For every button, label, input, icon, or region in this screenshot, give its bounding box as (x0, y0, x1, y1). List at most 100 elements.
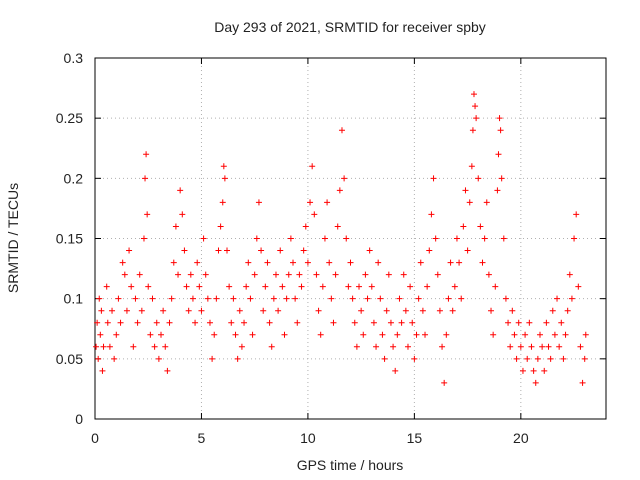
data-point (568, 295, 575, 302)
data-point (370, 319, 377, 326)
data-point (413, 331, 420, 338)
data-point (185, 307, 192, 314)
x-tick-label: 10 (300, 430, 316, 446)
data-point (409, 319, 416, 326)
data-point (526, 319, 533, 326)
data-point (332, 271, 339, 278)
data-point (219, 199, 226, 206)
data-point (321, 235, 328, 242)
data-point (95, 355, 102, 362)
data-point (336, 187, 343, 194)
data-point (470, 91, 477, 98)
data-point (292, 295, 299, 302)
data-point (309, 163, 316, 170)
data-point (577, 343, 584, 350)
data-point (466, 199, 473, 206)
data-point (541, 367, 548, 374)
data-point (113, 331, 120, 338)
data-point (428, 211, 435, 218)
data-point (317, 331, 324, 338)
data-point (481, 235, 488, 242)
chart-title: Day 293 of 2021, SRMTID for receiver spb… (214, 19, 486, 35)
data-point (475, 175, 482, 182)
data-point (490, 331, 497, 338)
data-point (268, 343, 275, 350)
data-point (234, 355, 241, 362)
data-point (232, 331, 239, 338)
data-point (93, 343, 100, 350)
data-point (220, 163, 227, 170)
data-point (126, 247, 133, 254)
y-axis-label: SRMTID / TECUs (5, 183, 21, 293)
data-point (477, 223, 484, 230)
data-point (224, 247, 231, 254)
data-point (315, 307, 322, 314)
data-point (494, 187, 501, 194)
data-point (513, 355, 520, 362)
data-point (556, 343, 563, 350)
data-point (243, 283, 250, 290)
data-point (298, 283, 305, 290)
data-point (398, 319, 405, 326)
data-point (483, 199, 490, 206)
data-point (407, 283, 414, 290)
data-point (381, 355, 388, 362)
data-point (351, 319, 358, 326)
data-point (345, 283, 352, 290)
data-point (564, 307, 571, 314)
data-point (404, 343, 411, 350)
axis-tick-labels: 0 5 10 15 20 0 0.05 0.1 0.15 0.2 0.25 0.3 (56, 50, 529, 446)
data-point (579, 379, 586, 386)
data-point (456, 259, 463, 266)
data-point (328, 295, 335, 302)
data-point (249, 331, 256, 338)
data-point (530, 367, 537, 374)
data-point (247, 295, 254, 302)
data-point (495, 151, 502, 158)
data-point (283, 295, 290, 302)
data-point (172, 223, 179, 230)
data-point (547, 355, 554, 362)
data-point (213, 295, 220, 302)
data-point (119, 259, 126, 266)
data-point (447, 259, 454, 266)
data-point (179, 211, 186, 218)
data-point (144, 211, 151, 218)
data-point (430, 175, 437, 182)
data-point (300, 247, 307, 254)
data-point (358, 307, 365, 314)
data-point (364, 295, 371, 302)
data-point (109, 307, 116, 314)
data-point (311, 211, 318, 218)
data-point (515, 319, 522, 326)
data-point (204, 295, 211, 302)
data-point (287, 235, 294, 242)
data-point (396, 295, 403, 302)
data-point (294, 319, 301, 326)
data-point (505, 319, 512, 326)
data-point (217, 223, 224, 230)
data-point (468, 163, 475, 170)
data-point (383, 307, 390, 314)
data-point (341, 175, 348, 182)
data-point (302, 223, 309, 230)
data-point (153, 319, 160, 326)
data-point (558, 319, 565, 326)
data-point (554, 295, 561, 302)
data-point (366, 247, 373, 254)
data-point (255, 199, 262, 206)
data-point (368, 283, 375, 290)
data-point (147, 331, 154, 338)
y-tick-label: 0.25 (56, 110, 83, 126)
data-point (226, 283, 233, 290)
data-point (528, 343, 535, 350)
data-point (198, 307, 205, 314)
data-point (545, 343, 552, 350)
data-point (390, 343, 397, 350)
data-point (181, 247, 188, 254)
data-point (422, 331, 429, 338)
data-point (373, 343, 380, 350)
data-point (349, 295, 356, 302)
data-point (543, 319, 550, 326)
data-point (551, 331, 558, 338)
